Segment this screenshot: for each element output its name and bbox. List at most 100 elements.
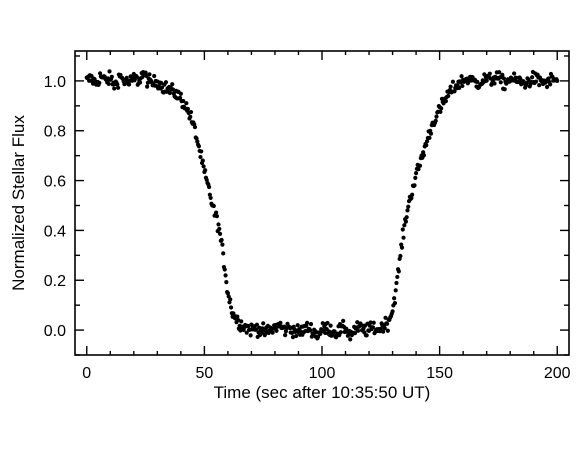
data-point bbox=[395, 274, 400, 280]
data-point bbox=[188, 114, 193, 119]
data-point bbox=[452, 89, 457, 94]
data-point bbox=[235, 314, 240, 319]
data-point bbox=[207, 192, 212, 197]
data-point bbox=[475, 79, 480, 85]
data-point bbox=[270, 330, 275, 335]
data-point bbox=[246, 324, 251, 329]
data-point bbox=[106, 81, 111, 86]
data-point bbox=[217, 226, 222, 232]
data-point bbox=[497, 70, 502, 75]
data-point bbox=[414, 171, 419, 176]
data-point bbox=[500, 72, 505, 77]
data-points bbox=[84, 69, 560, 342]
axis-tick-labels: 0 50 100 150 200 0.0 0.2 0.4 0.6 0.8 1.0 bbox=[44, 74, 571, 382]
y-tick-label: 0.8 bbox=[44, 124, 66, 141]
data-point bbox=[439, 106, 444, 111]
data-point bbox=[512, 71, 517, 76]
data-point bbox=[544, 84, 550, 90]
data-point bbox=[225, 291, 230, 296]
data-point bbox=[219, 237, 224, 243]
data-point bbox=[424, 139, 430, 144]
data-point bbox=[398, 253, 403, 259]
data-point bbox=[211, 203, 216, 209]
data-point bbox=[283, 329, 289, 334]
data-point bbox=[548, 82, 553, 87]
data-point bbox=[537, 82, 542, 88]
data-point bbox=[214, 210, 219, 215]
data-point bbox=[401, 235, 406, 240]
data-point bbox=[163, 80, 169, 85]
data-point bbox=[446, 93, 451, 99]
data-point bbox=[124, 75, 129, 80]
data-point bbox=[390, 309, 395, 314]
x-tick-label: 200 bbox=[544, 365, 571, 382]
data-point bbox=[198, 154, 203, 160]
data-point bbox=[394, 280, 399, 286]
data-point bbox=[484, 78, 489, 83]
data-point bbox=[515, 79, 521, 85]
data-point bbox=[450, 79, 456, 84]
data-point bbox=[192, 124, 198, 130]
data-point bbox=[145, 84, 150, 89]
data-point bbox=[214, 214, 220, 219]
data-point bbox=[97, 71, 103, 76]
x-tick-label: 0 bbox=[82, 365, 91, 382]
data-point bbox=[424, 143, 429, 148]
data-point bbox=[254, 327, 259, 332]
data-point bbox=[127, 82, 132, 87]
data-point bbox=[487, 71, 492, 76]
data-point bbox=[170, 87, 176, 92]
data-point bbox=[188, 109, 194, 115]
data-point bbox=[107, 69, 112, 74]
data-point bbox=[239, 319, 244, 324]
data-point bbox=[381, 329, 386, 334]
data-point bbox=[410, 192, 415, 197]
data-point bbox=[546, 76, 551, 81]
data-point bbox=[371, 320, 376, 325]
data-point bbox=[402, 223, 407, 228]
data-point bbox=[203, 168, 208, 173]
data-point bbox=[392, 301, 398, 306]
data-point bbox=[254, 322, 260, 327]
data-point bbox=[206, 184, 212, 190]
data-point bbox=[428, 131, 434, 136]
x-axis-label: Time (sec after 10:35:50 UT) bbox=[214, 383, 431, 402]
data-point bbox=[112, 86, 117, 91]
data-point bbox=[184, 101, 189, 106]
data-point bbox=[368, 320, 373, 325]
data-point bbox=[185, 106, 191, 112]
data-point bbox=[208, 195, 213, 200]
data-point bbox=[396, 269, 401, 274]
data-point bbox=[338, 330, 343, 335]
data-point bbox=[385, 328, 390, 333]
data-point bbox=[352, 331, 358, 336]
data-point bbox=[405, 208, 410, 213]
data-point bbox=[421, 153, 427, 158]
data-point bbox=[217, 231, 223, 236]
data-point bbox=[308, 328, 313, 333]
data-point bbox=[167, 90, 172, 96]
y-tick-label: 0.4 bbox=[44, 223, 66, 240]
data-point bbox=[137, 80, 143, 85]
data-point bbox=[433, 118, 438, 123]
y-axis-label: Normalized Stellar Flux bbox=[9, 115, 28, 291]
data-point bbox=[274, 328, 279, 333]
data-point bbox=[438, 109, 443, 115]
data-point bbox=[501, 76, 507, 81]
data-point bbox=[383, 315, 388, 320]
y-tick-label: 0.0 bbox=[44, 323, 66, 340]
data-point bbox=[199, 149, 204, 154]
data-point bbox=[412, 183, 417, 188]
data-point bbox=[294, 333, 299, 339]
data-point bbox=[145, 80, 151, 85]
data-point bbox=[223, 273, 228, 278]
data-point bbox=[502, 87, 507, 92]
data-point bbox=[181, 98, 186, 104]
data-point bbox=[382, 326, 387, 331]
data-point bbox=[492, 81, 497, 86]
data-point bbox=[384, 321, 390, 326]
data-point bbox=[417, 163, 423, 168]
y-tick-label: 0.6 bbox=[44, 174, 66, 191]
y-tick-label: 1.0 bbox=[44, 74, 66, 91]
data-point bbox=[261, 321, 266, 326]
